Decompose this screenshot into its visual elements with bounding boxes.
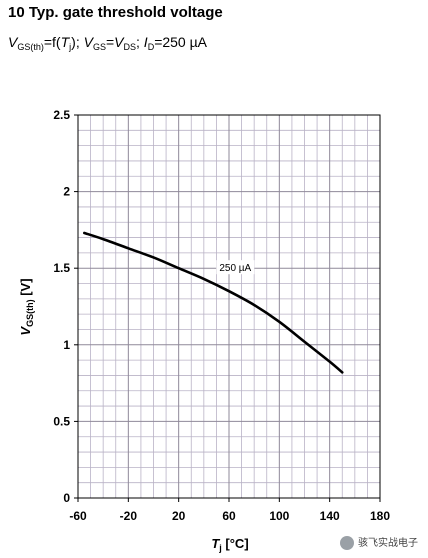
y-tick-label: 2 — [63, 185, 70, 199]
annotations: 250 µA — [216, 260, 255, 275]
x-axis-label-symbol: T — [211, 536, 220, 551]
x-axis-label-subscript: j — [218, 543, 222, 553]
series-line — [82, 231, 344, 374]
x-tick-label: 180 — [370, 509, 390, 523]
id-subscript: D — [147, 42, 155, 52]
y-tick-label: 0 — [63, 491, 70, 505]
tj-subscript: j — [69, 42, 72, 52]
x-axis-label-unit: [°C] — [222, 536, 249, 551]
vgs-subscript: GS — [92, 42, 106, 52]
x-tick-label: 60 — [222, 509, 236, 523]
x-tick-labels: -60 -20 20 60 100 140 180 — [69, 498, 390, 523]
chart-subtitle: VGS(th)=f(Tj); VGS=VDS; ID=250 µA — [8, 34, 207, 52]
annotation-background — [216, 260, 255, 275]
watermark-text: 骇飞实战电子 — [358, 537, 418, 549]
grid-major — [78, 115, 380, 498]
chart-title: 10 Typ. gate threshold voltage — [8, 4, 223, 21]
close-paren: ); — [71, 34, 80, 50]
eq-f-open: =f( — [43, 34, 61, 50]
vds-subscript: DS — [123, 42, 137, 52]
x-tick-label: 140 — [320, 509, 340, 523]
series-group — [82, 231, 344, 374]
x-axis-label: Tj [°C] — [211, 536, 248, 553]
vgsth-symbol: V — [8, 34, 18, 50]
y-tick-label: 0.5 — [53, 414, 70, 428]
equals-sign: = — [105, 34, 115, 50]
y-axis-label: VGS(th) [V] — [18, 278, 35, 335]
x-tick-label: 20 — [172, 509, 186, 523]
x-tick-label: -20 — [120, 509, 138, 523]
wechat-icon — [340, 536, 354, 550]
vgsth-subscript: GS(th) — [17, 42, 44, 52]
y-tick-label: 1 — [63, 338, 70, 352]
y-axis-label-symbol: V — [18, 326, 33, 336]
y-axis-label-subscript: GS(th) — [25, 299, 35, 327]
y-tick-label: 1.5 — [53, 261, 70, 275]
annotation-label: 250 µA — [219, 263, 251, 274]
y-tick-label: 2.5 — [53, 108, 70, 122]
watermark: 骇飞实战电子 — [340, 534, 418, 550]
x-tick-label: -60 — [69, 509, 87, 523]
separator: ; — [136, 34, 140, 50]
y-tick-labels: 0 0.5 1 1.5 2 2.5 — [53, 108, 78, 505]
y-axis-label-unit: [V] — [18, 278, 33, 299]
vds-symbol: V — [114, 34, 124, 50]
tj-symbol: T — [60, 34, 70, 50]
x-tick-label: 100 — [269, 509, 289, 523]
vgs-symbol: V — [83, 34, 93, 50]
id-symbol: I — [143, 34, 148, 50]
id-value: =250 µA — [154, 34, 208, 50]
